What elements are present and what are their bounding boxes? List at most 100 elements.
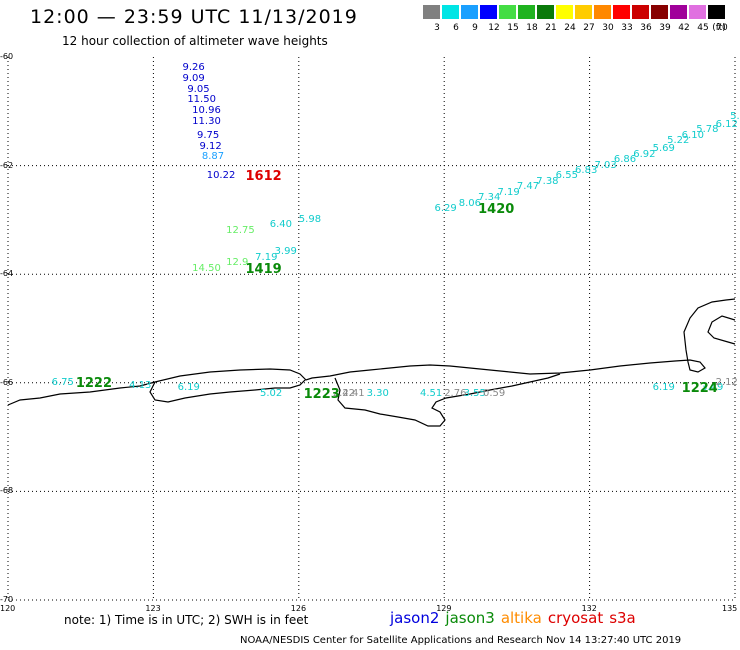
satellite-key: jason2 jason3 altika cryosat s3a [390, 609, 642, 627]
lat-tick-label: -70 [0, 595, 14, 604]
wave-height-value: 2.41 [342, 387, 365, 399]
wave-height-value: 9.26 [182, 61, 205, 73]
legend-label: 27 [583, 23, 595, 33]
wave-height-value: 8.87 [201, 151, 225, 163]
legend-label: 15 [507, 23, 519, 33]
legend-swatch [651, 5, 668, 19]
legend-swatch [423, 5, 440, 19]
legend-label: 6 [453, 23, 459, 33]
map-title: 12:00 — 23:59 UTC 11/13/2019 [30, 6, 358, 28]
wave-height-value: 6.40 [269, 219, 292, 231]
graticule [7, 57, 736, 601]
wave-height-value: 5.22 [667, 135, 690, 147]
legend-unit: (ft) [712, 23, 726, 33]
legend-swatch [537, 5, 554, 19]
lon-tick-label: 123 [145, 604, 161, 613]
legend-label: 21 [545, 23, 557, 33]
wave-height-value: 6.92 [633, 148, 656, 160]
legend-swatch [594, 5, 611, 19]
lon-tick-label: 135 [722, 604, 738, 613]
wave-height-value: 2.42 [332, 387, 355, 399]
wave-height-value: 5.78 [696, 124, 719, 136]
wave-height-value: 6.29 [434, 203, 457, 215]
wave-height-value: 14.50 [192, 262, 221, 274]
wave-height-value: 7.19 [255, 251, 278, 263]
wave-height-value: 7.47 [516, 181, 540, 193]
lat-tick-label: -62 [0, 160, 14, 170]
lat-tick-label: -66 [0, 377, 14, 387]
pass-time-label: 1420 [478, 202, 515, 218]
wave-height-value: 7.34 [478, 192, 501, 204]
wave-height-value: 10.22 [206, 170, 236, 182]
legend-swatch [613, 5, 630, 19]
units-note: note: 1) Time is in UTC; 2) SWH is in fe… [64, 613, 309, 627]
legend-label: 30 [602, 23, 614, 33]
lon-tick-label: 120 [0, 604, 16, 613]
wave-height-value: 6.10 [681, 129, 704, 141]
wave-height-value: 11.30 [192, 116, 221, 128]
legend-swatch [461, 5, 478, 19]
wave-height-value: 2.76 [444, 387, 467, 399]
antarctic-coastline [7, 298, 736, 427]
wave-height-value: 0.59 [482, 387, 506, 399]
legend-swatch [556, 5, 573, 19]
wave-height-value: 12.9 [226, 257, 249, 269]
legend-label: 33 [621, 23, 633, 33]
wave-height-value: 3.55 [463, 387, 486, 399]
wave-height-value: 12.75 [226, 224, 255, 236]
legend-swatch [689, 5, 706, 19]
pass-time-label: 1419 [245, 261, 282, 277]
legend-swatch [670, 5, 687, 19]
satellite-name: cryosat [547, 609, 604, 627]
legend-swatch [632, 5, 649, 19]
legend-swatch [480, 5, 497, 19]
wave-height-value: 7.03 [594, 159, 617, 171]
lat-tick-label: -68 [0, 486, 14, 496]
legend-label: 3 [434, 23, 440, 33]
legend-label: 12 [488, 23, 500, 33]
satellite-name: s3a [609, 609, 636, 627]
legend-swatch [442, 5, 459, 19]
legend-label: 24 [564, 23, 576, 33]
legend-swatch [708, 5, 725, 19]
wave-height-value: 9.05 [187, 83, 210, 95]
legend-swatch [518, 5, 535, 19]
wave-height-value: 4.51 [419, 387, 443, 399]
wave-height-value: 6.12 [715, 118, 738, 130]
wave-height-value: 5.98 [298, 213, 322, 225]
pass-time-label: 1222 [75, 375, 113, 391]
lat-tick-label: -60 [0, 52, 14, 61]
map-subtitle: 12 hour collection of altimeter wave hei… [62, 34, 328, 48]
wave-height-value: 6.83 [575, 165, 598, 177]
legend-swatch [575, 5, 592, 19]
wave-height-value: 6.19 [177, 382, 200, 394]
legend-swatch [499, 5, 516, 19]
wave-height-value: 3.49 [701, 382, 724, 394]
wave-height-value: 9.12 [199, 140, 222, 152]
lon-tick-label: 129 [436, 604, 452, 613]
wave-height-value: 3.30 [366, 387, 389, 399]
legend-label: 70 [716, 23, 728, 33]
wave-height-value: 5.8 [730, 110, 740, 122]
wave-height-value: 6.75 [51, 376, 74, 388]
wave-height-value: 6.19 [652, 382, 675, 394]
wave-height-value: 3.99 [274, 246, 297, 258]
wave-height-value: 8.06 [458, 197, 481, 209]
wave-height-value: 7.19 [497, 186, 520, 198]
legend-label: 36 [640, 23, 652, 33]
satellite-name: jason2 [390, 609, 440, 627]
wave-height-value: 5.69 [652, 143, 675, 155]
legend-label: 39 [659, 23, 671, 33]
wave-height-value: 9.09 [182, 72, 205, 84]
credit-line: NOAA/NESDIS Center for Satellite Applica… [240, 635, 682, 646]
satellite-name: altika [500, 609, 542, 627]
lat-tick-label: -64 [0, 269, 14, 279]
wave-height-value: 9.75 [197, 129, 220, 141]
legend-label: 42 [678, 23, 690, 33]
legend-label: 9 [472, 23, 478, 33]
satellite-name: jason3 [445, 609, 495, 627]
pass-time-label: 1612 [245, 169, 282, 185]
wave-height-value: 2.12 [715, 376, 738, 388]
pass-time-label: 1223 [303, 386, 340, 402]
